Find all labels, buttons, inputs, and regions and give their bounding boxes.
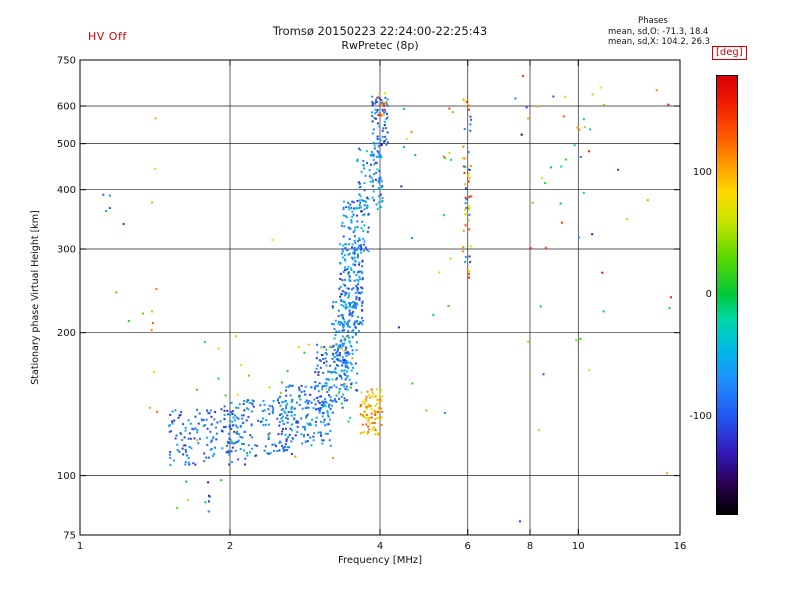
svg-text:Stationary phase Virtual Heigh: Stationary phase Virtual Height [km]	[30, 210, 41, 384]
svg-text:Frequency [MHz]: Frequency [MHz]	[338, 555, 422, 566]
phases-title: Phases	[638, 16, 668, 26]
svg-text:10: 10	[572, 541, 585, 552]
svg-text:4: 4	[377, 541, 383, 552]
svg-text:400: 400	[57, 185, 76, 196]
svg-text:8: 8	[527, 541, 533, 552]
svg-text:6: 6	[465, 541, 471, 552]
svg-text:1: 1	[77, 541, 83, 552]
plot-subtitle: RwPretec (8p)	[341, 39, 419, 52]
svg-text:75: 75	[63, 531, 76, 542]
svg-text:16: 16	[674, 541, 687, 552]
phases-o-stats: mean, sd,O: -71.3, 18.4	[608, 26, 709, 37]
colorbar-tick--100: -100	[689, 411, 712, 423]
svg-text:750: 750	[57, 56, 76, 67]
phases-x-stats: mean, sd,X: 104.2, 26.3	[608, 37, 711, 48]
colorbar-tick-0: 0	[705, 289, 712, 300]
svg-text:500: 500	[57, 139, 76, 150]
svg-text:100: 100	[57, 471, 76, 482]
colorbar-tick-100: 100	[692, 166, 712, 178]
svg-text:2: 2	[227, 541, 233, 552]
svg-text:200: 200	[57, 328, 76, 339]
hv-status: HV Off	[88, 30, 127, 43]
plot-title: Tromsø 20150223 22:24:00-22:25:43	[272, 24, 488, 38]
colorbar	[716, 75, 738, 515]
plot-header: Tromsø 20150223 22:24:00-22:25:43 RwPret…	[80, 24, 680, 52]
colorbar-unit-label: [deg]	[712, 46, 747, 60]
svg-text:300: 300	[57, 245, 76, 256]
svg-text:600: 600	[57, 102, 76, 113]
phases-stats: Phases mean, sd,O: -71.3, 18.4 mean, sd,…	[608, 16, 738, 48]
